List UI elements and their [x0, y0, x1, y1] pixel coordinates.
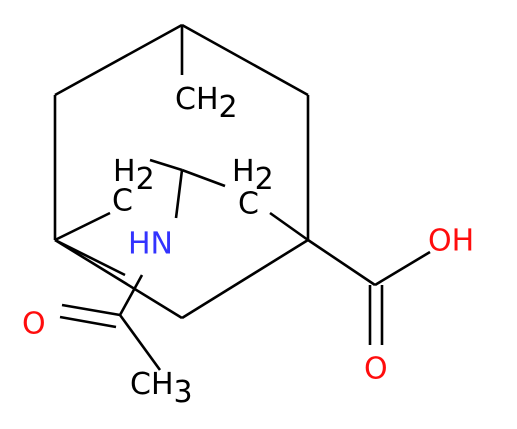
atom-label: C [112, 184, 133, 219]
atom-label-part: CH [175, 82, 219, 117]
atom-label: O [22, 307, 46, 342]
atom-label-part: H [232, 154, 255, 189]
atom-label: OH [428, 224, 474, 259]
atom-label-part: 3 [174, 375, 193, 410]
atom-label-part: H [113, 154, 136, 189]
atom-label: CH3 [130, 367, 193, 410]
bonds [53, 23, 431, 371]
atom-label-part: 2 [255, 162, 274, 197]
atom-label: C [238, 187, 259, 222]
atom-label: H2 [232, 154, 274, 197]
atom-label: HN [128, 227, 173, 262]
atom-label: H2 [113, 154, 155, 197]
atom-label: O [364, 352, 388, 387]
atom-label-part: CH [130, 367, 174, 402]
atom-label-part: 2 [219, 90, 238, 125]
atom-label: CH2 [175, 82, 238, 125]
atom-label-part: 2 [136, 162, 155, 197]
